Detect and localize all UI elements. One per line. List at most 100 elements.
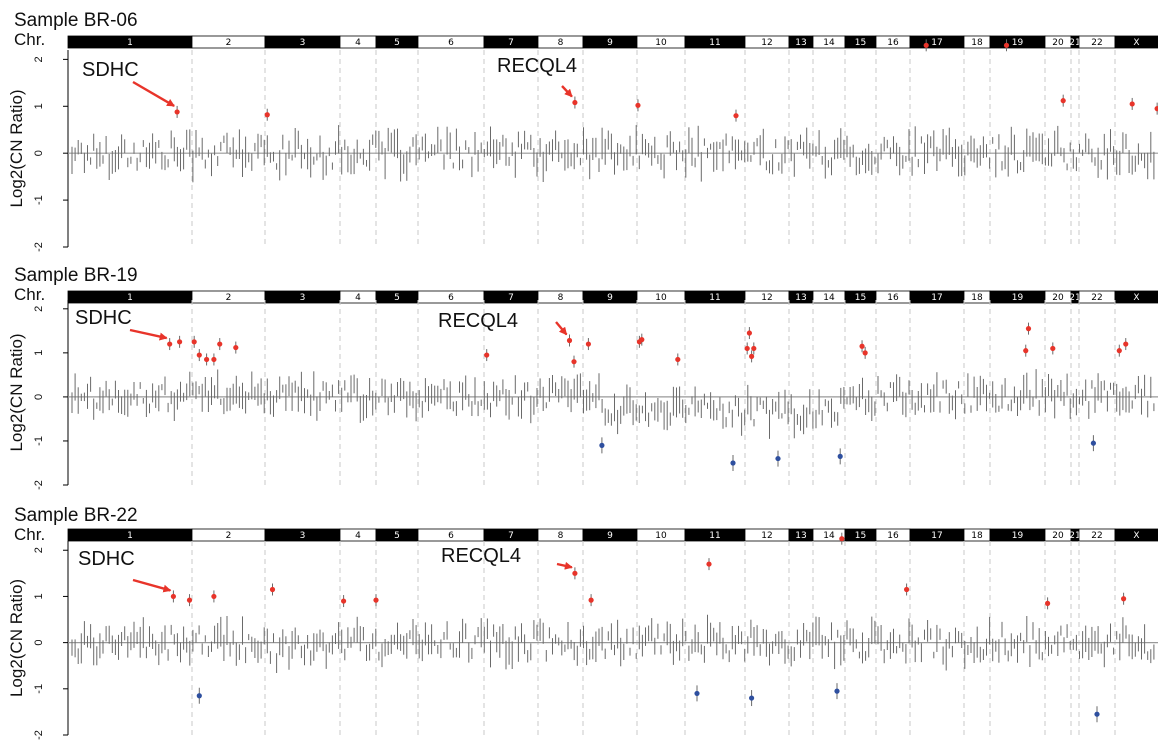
band-label-chr-9: 9 [607,531,613,541]
band-label-chr-17: 17 [931,293,942,303]
gene-label-sdhc: SDHC [78,548,135,570]
gain-point [572,99,578,106]
gain-point [566,337,573,344]
band-label-chr-6: 6 [448,293,454,303]
gain-point [177,339,183,345]
band-label-chr-1: 1 [127,38,133,48]
gain-point [706,561,712,567]
gain-point [635,102,641,108]
band-chr-X [1114,290,1158,304]
band-label-chr-1: 1 [127,531,133,541]
probe-segments [71,614,1155,673]
gain-point [211,593,217,600]
y-tick-label: -2 [33,480,45,490]
gain-point [191,339,197,345]
gain-point [1025,326,1032,332]
gain-point [484,352,490,358]
band-label-chr-10: 10 [655,38,667,48]
gain-point [751,345,757,352]
band-label-chr-14: 14 [823,531,835,541]
probe-segments [71,125,1155,183]
band-label-chr-7: 7 [508,293,514,303]
y-axis-label: Log2(CN Ratio) [7,579,26,697]
y-axis-label: Log2(CN Ratio) [7,89,26,207]
band-label-chr-11: 11 [709,531,720,541]
panel-title: Sample BR-19 [14,265,138,286]
band-label-chr-2: 2 [226,38,232,48]
band-label-chr-13: 13 [795,531,806,541]
gain-point [1154,106,1158,112]
band-label-chr-13: 13 [795,293,806,303]
loss-point [1090,440,1096,446]
y-tick-label: 0 [33,394,45,400]
gain-point [196,352,202,358]
loss-point [837,453,843,459]
band-label-chr-19: 19 [1012,38,1024,48]
band-label-chr-5: 5 [394,38,400,48]
gain-point [264,112,270,118]
band-label-chr-21: 21 [1069,38,1080,48]
panel-title: Sample BR-22 [14,505,138,526]
chromosome-band: 1 2 3 4 5 6 7 8 9 10 11 12 13 14 15 16 17 18 19 20 21 22 X [67,528,1158,542]
chr-label: Chr. [14,525,45,544]
gain-point [1116,348,1122,354]
band-label-chr-19: 19 [1012,293,1024,303]
band-label-chr-16: 16 [887,38,899,48]
y-tick-label: 1 [33,350,45,356]
gain-point [174,109,180,115]
gain-point [1129,101,1135,107]
band-label-chr-10: 10 [655,293,667,303]
band-label-chr-15: 15 [855,531,866,541]
y-tick-label: 2 [33,306,45,312]
y-tick-label: 1 [33,593,45,599]
gene-arrow-sdhc [132,80,175,107]
band-label-chr-20: 20 [1052,531,1064,541]
gain-point [1123,341,1129,347]
gene-label-recql4: RECQL4 [441,545,521,567]
gain-point [733,113,739,119]
gain-point [746,330,753,336]
gain-point [341,598,347,604]
band-label-chr-12: 12 [761,38,772,48]
gene-label-recql4: RECQL4 [438,310,518,332]
band-label-chr-15: 15 [855,38,866,48]
gain-point [1121,596,1127,602]
gain-point [1023,348,1029,354]
band-label-chr-X: X [1133,38,1139,48]
band-label-chr-16: 16 [887,531,899,541]
y-tick-label: 2 [33,547,45,553]
gain-point [675,356,681,363]
band-label-chr-1: 1 [127,293,133,303]
gain-point [585,341,592,347]
y-tick-label: -1 [33,436,45,446]
band-label-chr-5: 5 [394,531,400,541]
gain-point [1050,345,1056,352]
gain-point [1003,42,1010,48]
band-label-chr-9: 9 [607,38,613,48]
loss-point [775,455,781,462]
band-label-chr-12: 12 [761,293,772,303]
band-label-chr-4: 4 [355,531,361,541]
probe-segments [71,369,1155,439]
band-label-chr-21: 21 [1069,531,1080,541]
band-label-chr-6: 6 [448,531,454,541]
band-label-chr-10: 10 [655,531,667,541]
band-label-chr-3: 3 [300,38,306,48]
y-tick-label: -2 [33,242,45,252]
gain-point [923,42,929,48]
band-label-chr-8: 8 [558,293,564,303]
loss-point [834,688,840,694]
band-chr-X [1114,35,1158,49]
gain-point [233,344,239,351]
gain-point [1060,98,1066,104]
y-tick-label: -1 [33,195,45,205]
band-label-chr-21: 21 [1069,293,1080,303]
band-label-chr-20: 20 [1052,38,1064,48]
chr-label: Chr. [14,30,45,49]
band-label-chr-3: 3 [300,293,306,303]
gain-point [572,570,578,576]
